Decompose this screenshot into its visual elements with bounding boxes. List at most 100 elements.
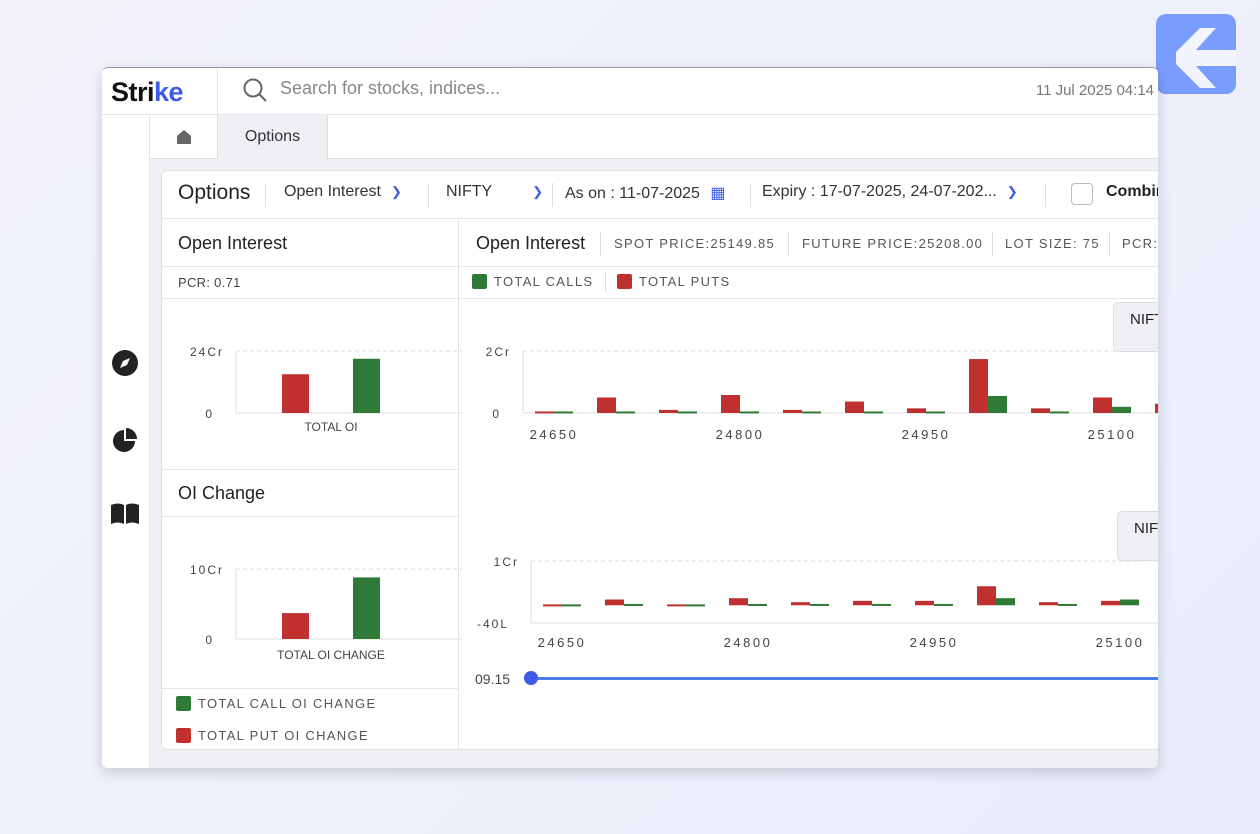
book-icon[interactable] <box>111 502 139 526</box>
call-bar <box>678 411 697 414</box>
put-bar <box>605 599 624 606</box>
y-tick-label: 24Cr <box>190 345 224 359</box>
x-tick-label: 24950 <box>910 635 959 650</box>
y-tick-label: 1Cr <box>494 555 519 569</box>
as-on-label: As on : <box>565 185 615 202</box>
y-tick-label: 0 <box>492 407 501 421</box>
search-input[interactable]: Search for stocks, indices... <box>280 78 501 98</box>
datetime: 11 Jul 2025 04:14 <box>1035 82 1154 99</box>
call-bar <box>554 411 573 414</box>
put-bar <box>845 401 864 413</box>
legend-label: TOTAL CALL OI CHANGE <box>198 696 377 711</box>
compass-icon[interactable] <box>111 349 139 377</box>
chevron-down-icon: ❯ <box>390 184 402 199</box>
put-bar <box>1155 403 1158 413</box>
tab-bar: Options <box>150 115 1158 159</box>
date-picker[interactable]: As on : 11-07-2025 ▦ <box>565 183 726 203</box>
call-bar <box>616 411 635 414</box>
legend-swatch <box>617 274 632 289</box>
put-bar <box>1039 602 1058 606</box>
tab-options[interactable]: Options <box>218 115 328 159</box>
put-bar <box>1031 408 1050 413</box>
app-window: Strike Search for stocks, indices... 11 … <box>102 67 1158 768</box>
put-bar <box>729 598 748 606</box>
call-bar <box>1120 599 1139 606</box>
calendar-icon: ▦ <box>710 185 726 202</box>
legend-total-puts[interactable]: TOTAL PUTS <box>617 274 731 289</box>
time-slider-track[interactable] <box>532 677 1158 680</box>
call-bar <box>810 603 829 606</box>
options-card: Options Open Interest ❯ NIFTY ❯ As on : 11… <box>161 170 1158 750</box>
time-slider-handle[interactable] <box>524 671 538 685</box>
call-bar <box>686 604 705 607</box>
call-bar <box>748 603 767 606</box>
x-tick-label: 24650 <box>538 635 587 650</box>
combine-checkbox[interactable] <box>1071 183 1093 205</box>
legend-call-oi-change: TOTAL CALL OI CHANGE <box>176 696 376 711</box>
symbol-value: NIFTY <box>446 183 493 200</box>
y-tick-label: -40L <box>477 617 509 631</box>
put-bar <box>659 409 678 413</box>
put-bar <box>282 374 309 413</box>
x-tick-label: 24950 <box>902 427 951 442</box>
x-tick-label: 25100 <box>1088 427 1137 442</box>
call-bar <box>864 411 883 414</box>
call-bar <box>562 604 581 607</box>
view-dropdown[interactable]: Open Interest ❯ <box>284 183 402 201</box>
put-bar <box>791 602 810 606</box>
call-bar <box>1050 411 1069 414</box>
call-bar <box>926 411 945 414</box>
put-bar <box>543 604 562 607</box>
call-bar <box>934 603 953 606</box>
symbol-dropdown[interactable]: NIFTY ❯ <box>446 183 543 201</box>
call-bar <box>353 577 380 639</box>
oi-change-title: OI Change <box>178 483 266 503</box>
put-bar <box>783 409 802 413</box>
put-bar <box>1101 600 1120 606</box>
x-category-label: TOTAL OI CHANGE <box>277 648 385 662</box>
put-bar <box>597 397 616 413</box>
y-tick-label: 2Cr <box>486 345 511 359</box>
x-tick-label: 25100 <box>1096 635 1145 650</box>
x-tick-label: 24800 <box>724 635 773 650</box>
combine-label: Combin <box>1106 183 1158 200</box>
chart-title: Open Interest <box>476 233 586 253</box>
call-bar <box>872 603 891 606</box>
search-icon <box>243 78 267 102</box>
call-bar <box>996 598 1015 606</box>
call-bar <box>740 411 759 414</box>
x-tick-label: 24800 <box>716 427 765 442</box>
brand-badge <box>1156 14 1236 94</box>
put-bar <box>282 613 309 639</box>
strike-logo-icon <box>1176 28 1236 88</box>
expiry-value: 17-07-2025, 24-07-202... <box>819 183 997 200</box>
put-bar <box>977 586 996 606</box>
pcr-right: PCR:( <box>1122 236 1158 251</box>
legend-label: TOTAL PUTS <box>639 274 731 289</box>
strike-logo[interactable]: Strike <box>102 68 218 115</box>
view-value: Open Interest <box>284 183 381 200</box>
put-bar <box>907 408 926 413</box>
pcr-value: PCR: 0.71 <box>178 275 241 290</box>
expiry-dropdown[interactable]: Expiry : 17-07-2025, 24-07-202... ❯ <box>762 183 1018 201</box>
home-tab[interactable] <box>150 115 218 159</box>
charts-layer: 24Cr 0 TOTAL OI 10Cr 0 TOTAL OI CHANGE 2Cr 0 246… <box>190 345 1158 662</box>
legend-total-calls[interactable]: TOTAL CALLS <box>472 274 593 289</box>
legend-label: TOTAL CALLS <box>494 274 594 289</box>
call-bar <box>624 603 643 606</box>
chevron-down-icon: ❯ <box>532 184 544 199</box>
spot-price: SPOT PRICE:25149.85 <box>614 236 776 251</box>
y-tick-label: 0 <box>205 633 214 647</box>
legend-put-oi-change: TOTAL PUT OI CHANGE <box>176 728 369 743</box>
oi-title: Open Interest <box>178 233 288 253</box>
call-bar <box>988 395 1007 413</box>
pie-chart-icon[interactable] <box>111 426 139 454</box>
expiry-label: Expiry : <box>762 183 816 200</box>
put-bar <box>853 600 872 606</box>
chevron-down-icon: ❯ <box>1006 184 1018 199</box>
time-label: 09.15 <box>475 671 511 687</box>
y-tick-label: 10Cr <box>190 563 224 577</box>
legend-swatch <box>176 696 191 711</box>
tooltip: NIF <box>1117 511 1158 561</box>
call-bar <box>1058 603 1077 606</box>
